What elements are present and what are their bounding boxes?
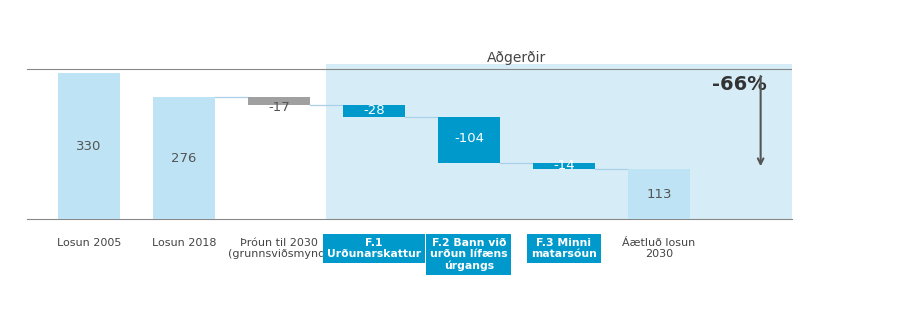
Bar xyxy=(327,64,792,219)
Text: Áætluð losun
2030: Áætluð losun 2030 xyxy=(622,238,696,259)
Text: Þróun til 2030
(grunnsviðsmynd): Þróun til 2030 (grunnsviðsmynd) xyxy=(228,238,329,259)
Text: 113: 113 xyxy=(646,188,671,201)
Text: -66%: -66% xyxy=(713,75,767,94)
Text: Losun 2018: Losun 2018 xyxy=(151,238,216,248)
Bar xyxy=(248,97,310,105)
Text: 330: 330 xyxy=(76,140,102,153)
Bar xyxy=(153,97,215,219)
Text: F.3 Minni
matarsóun: F.3 Minni matarsóun xyxy=(531,238,597,259)
Bar xyxy=(58,73,120,219)
Bar xyxy=(343,105,405,117)
Bar xyxy=(628,169,689,219)
Bar xyxy=(533,163,595,169)
Text: -104: -104 xyxy=(454,132,484,145)
Text: -17: -17 xyxy=(268,101,290,114)
Text: F.2 Bann við
urðun lífæns
úrgangs: F.2 Bann við urðun lífæns úrgangs xyxy=(430,238,508,271)
Text: F.1
Urðunarskattur: F.1 Urðunarskattur xyxy=(327,238,421,259)
Bar xyxy=(438,117,500,163)
Text: Aðgerðir: Aðgerðir xyxy=(487,51,546,65)
Text: -28: -28 xyxy=(363,104,384,117)
Text: 276: 276 xyxy=(171,152,196,165)
Text: -14: -14 xyxy=(554,159,575,173)
Text: Losun 2005: Losun 2005 xyxy=(57,238,121,248)
